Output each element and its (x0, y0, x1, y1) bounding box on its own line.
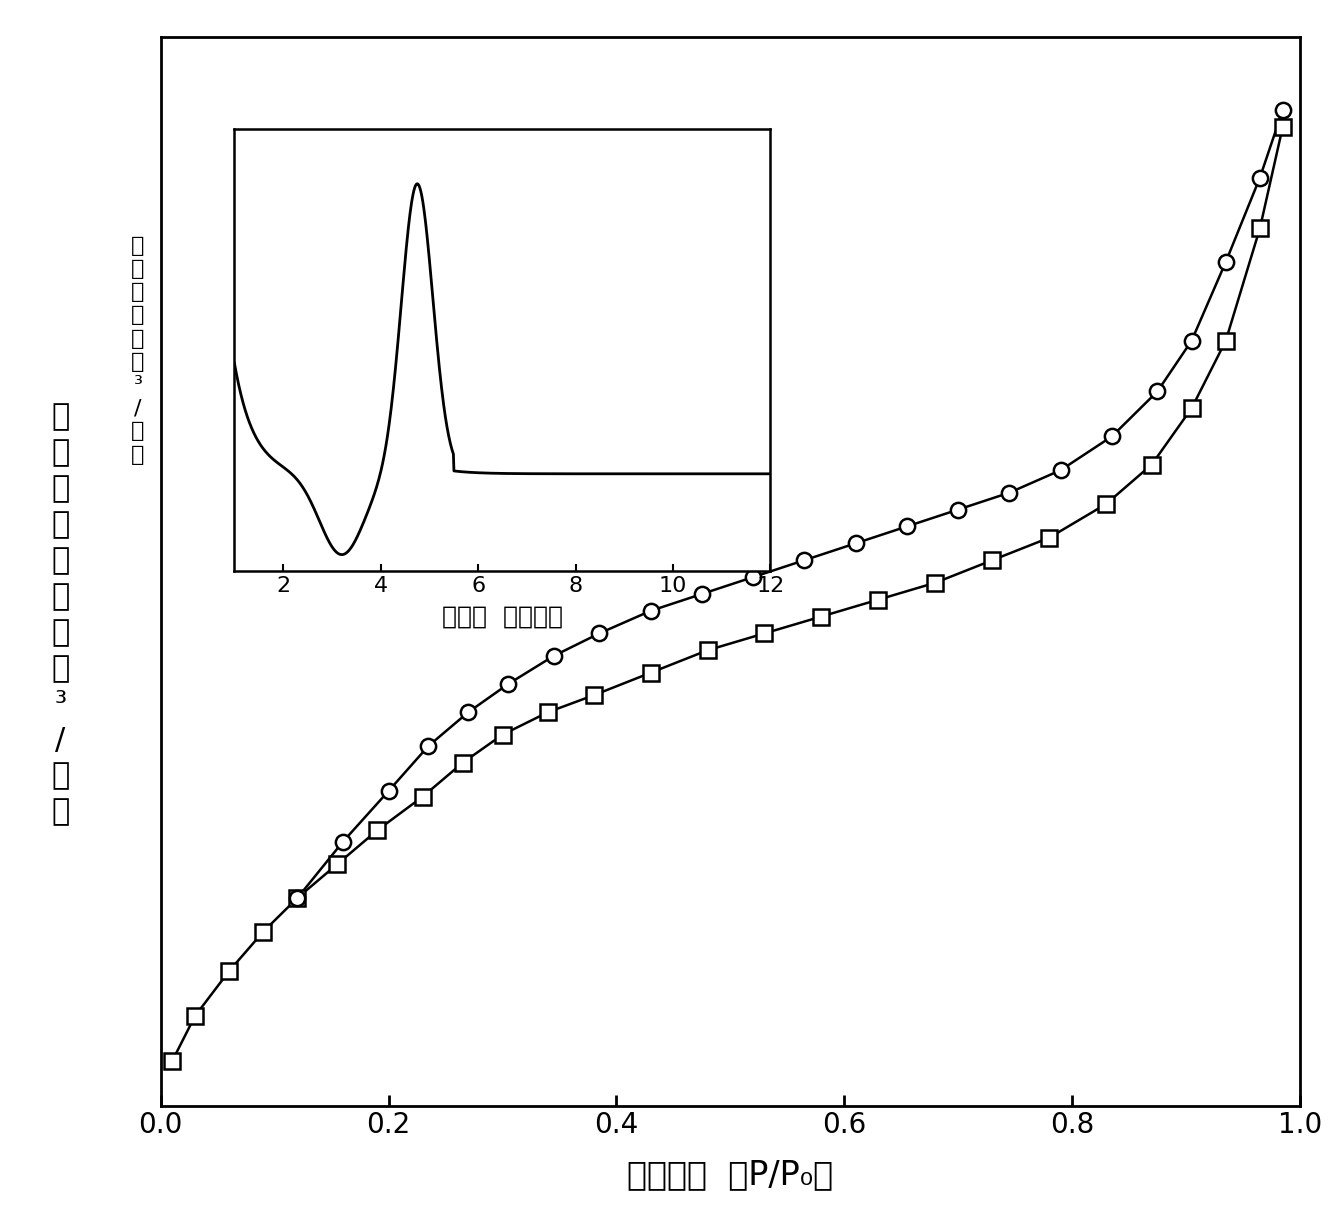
X-axis label: 孔直径  （纳米）: 孔直径 （纳米） (442, 605, 563, 629)
Text: 吸
附
的
体
积
（
毫
升
³
/
克
）: 吸 附 的 体 积 （ 毫 升 ³ / 克 ） (51, 403, 70, 826)
Text: 孔
体
积
（
毫
米
³
/
克
）: 孔 体 积 （ 毫 米 ³ / 克 ） (131, 236, 145, 465)
X-axis label: 相对压力  （P/P₀）: 相对压力 （P/P₀） (627, 1159, 833, 1191)
